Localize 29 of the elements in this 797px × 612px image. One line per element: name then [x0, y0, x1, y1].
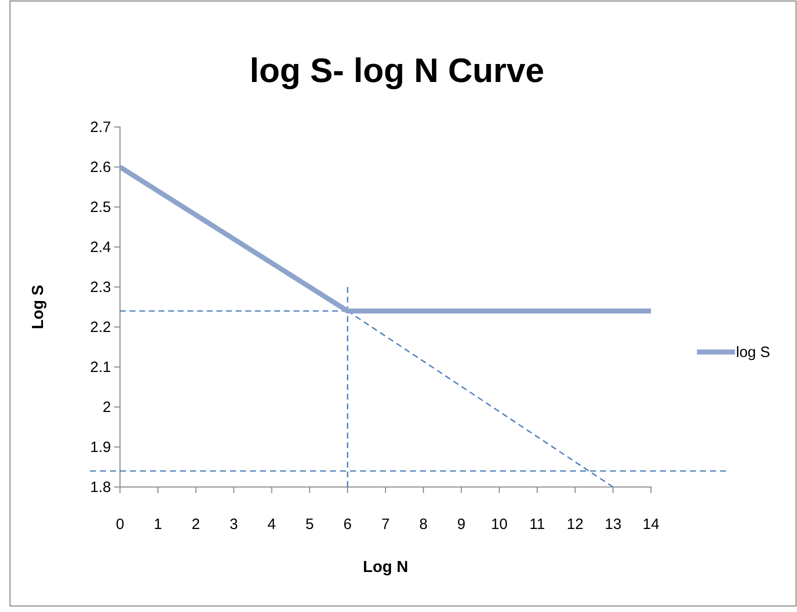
x-tick-label: 4 [268, 516, 276, 533]
x-tick-label: 0 [116, 516, 124, 533]
y-tick-label: 2 [102, 398, 111, 416]
x-tick-label: 2 [192, 516, 200, 533]
x-tick-label: 13 [604, 516, 622, 533]
y-tick-label: 2.3 [90, 278, 111, 296]
y-tick-label: 2.6 [90, 158, 111, 176]
legend-label: log S [736, 344, 770, 361]
x-tick-label: 10 [490, 516, 508, 533]
x-tick-label: 14 [642, 516, 660, 533]
y-tick-label: 2.4 [90, 238, 111, 256]
x-tick-label: 1 [154, 516, 162, 533]
x-tick-label: 9 [457, 516, 466, 533]
y-tick-label: 1.8 [90, 478, 111, 496]
y-tick-label: 2.2 [90, 318, 111, 336]
x-tick-label: 7 [381, 516, 390, 533]
x-tick-label: 3 [230, 516, 238, 533]
y-tick-label: 2.5 [90, 198, 111, 216]
y-axis-title: Log S [30, 284, 47, 330]
chart-title: log S- log N Curve [250, 52, 544, 90]
x-tick-label: 11 [529, 516, 546, 533]
x-tick-label: 12 [566, 516, 584, 533]
x-tick-label: 5 [305, 516, 314, 533]
y-tick-label: 1.9 [90, 438, 111, 456]
x-tick-label: 8 [419, 516, 428, 533]
x-axis-title: Log N [362, 559, 408, 576]
y-tick-label: 2.7 [90, 118, 111, 136]
x-tick-label: 6 [343, 516, 352, 533]
y-tick-label: 2.1 [90, 358, 111, 376]
